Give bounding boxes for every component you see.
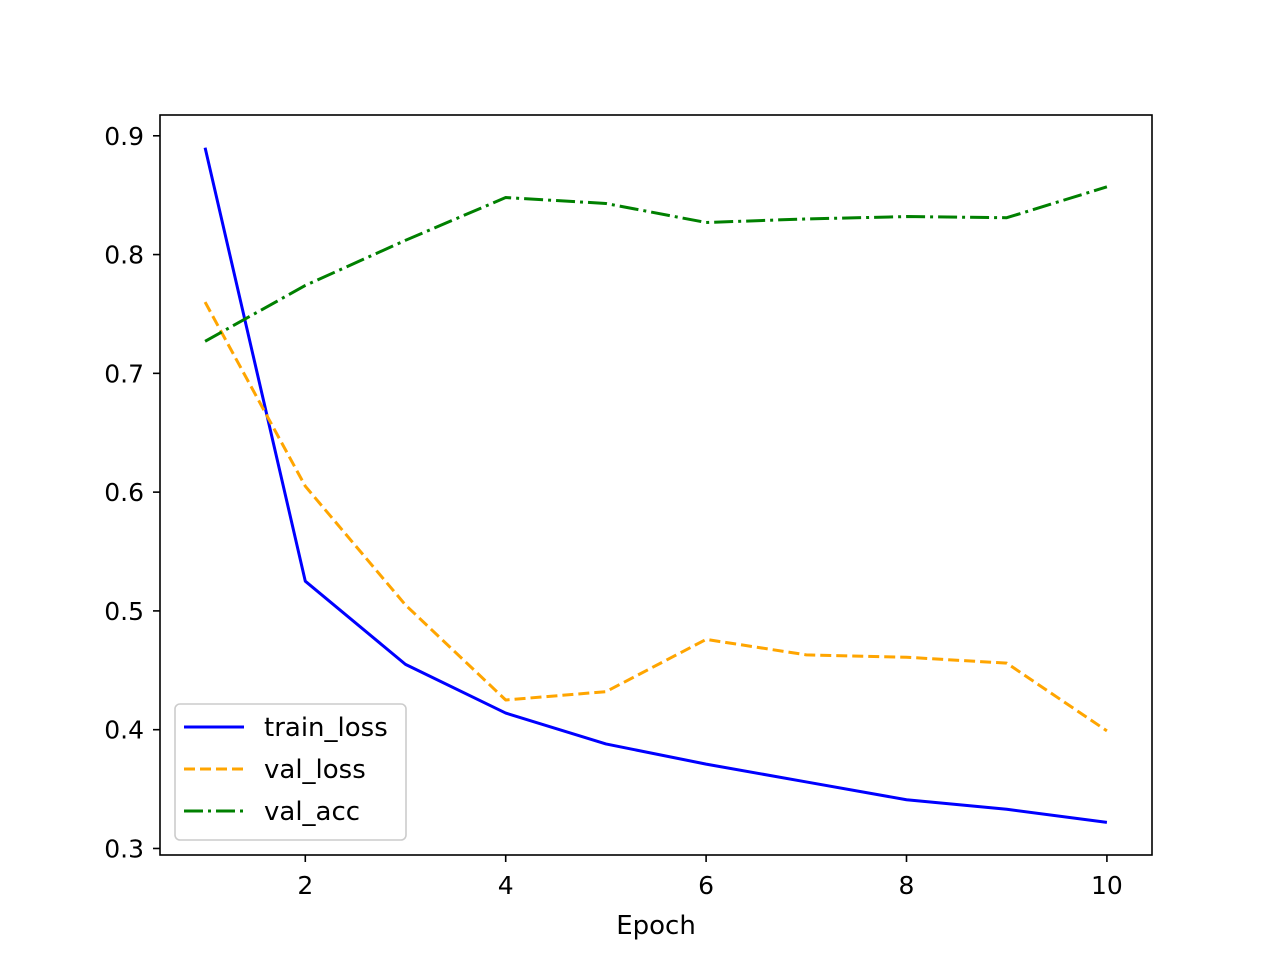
data-point-train-loss xyxy=(603,741,609,747)
legend: train_loss val_loss val_acc xyxy=(174,703,407,841)
plot-frame xyxy=(159,114,1153,856)
data-point-val-loss xyxy=(1004,660,1010,666)
legend-entry-train-loss: train_loss xyxy=(184,713,388,743)
data-point-val-loss xyxy=(302,483,308,489)
x-axis-label: Epoch xyxy=(616,911,696,941)
data-point-val-loss xyxy=(603,689,609,695)
data-point-val-acc xyxy=(703,220,709,226)
legend-label-val-loss: val_loss xyxy=(264,755,366,785)
data-point-train-loss xyxy=(402,661,408,667)
y-tick-label: 0.3 xyxy=(104,834,144,863)
data-point-val-acc xyxy=(402,237,408,243)
data-point-val-acc xyxy=(803,216,809,222)
series-line-train-loss xyxy=(203,147,1108,824)
data-point-val-acc xyxy=(503,195,509,201)
data-point-val-loss xyxy=(503,697,509,703)
legend-box xyxy=(174,703,407,841)
y-tick-label: 0.8 xyxy=(104,241,144,270)
data-point-val-acc xyxy=(1004,215,1010,221)
data-point-val-loss xyxy=(1104,728,1110,734)
data-point-train-loss xyxy=(1004,806,1010,812)
data-point-val-loss xyxy=(703,636,709,642)
data-point-train-loss xyxy=(302,578,308,584)
data-point-train-loss xyxy=(803,779,809,785)
legend-entry-val-loss: val_loss xyxy=(184,755,366,785)
y-tick-label: 0.9 xyxy=(104,122,144,151)
series-layer xyxy=(202,145,1110,825)
data-point-val-loss xyxy=(202,299,208,305)
y-tick-label: 0.7 xyxy=(104,359,144,388)
data-point-train-loss xyxy=(1104,819,1110,825)
legend-entry-val-acc: val_acc xyxy=(184,797,360,827)
y-axis: 0.3 0.4 0.5 0.6 0.7 0.8 0.9 xyxy=(104,122,160,863)
x-tick-label: 8 xyxy=(899,871,915,900)
y-tick-label: 0.5 xyxy=(104,597,144,626)
x-tick-label: 10 xyxy=(1091,871,1123,900)
data-point-val-loss xyxy=(904,654,910,660)
series-line-val-acc xyxy=(204,185,1108,343)
data-point-val-acc xyxy=(202,338,208,344)
x-tick-label: 2 xyxy=(297,871,313,900)
data-point-val-loss xyxy=(402,602,408,608)
data-point-val-loss xyxy=(803,652,809,658)
x-axis: 2 4 6 8 10 xyxy=(297,855,1123,900)
data-point-train-loss xyxy=(904,797,910,803)
data-point-train-loss xyxy=(703,761,709,767)
legend-label-val-acc: val_acc xyxy=(264,797,360,827)
y-tick-label: 0.4 xyxy=(104,716,144,745)
data-point-train-loss xyxy=(202,145,208,151)
data-point-val-acc xyxy=(904,214,910,220)
data-point-train-loss xyxy=(503,710,509,716)
x-tick-label: 4 xyxy=(498,871,514,900)
x-tick-label: 6 xyxy=(698,871,714,900)
data-point-val-acc xyxy=(302,282,308,288)
y-tick-label: 0.6 xyxy=(104,478,144,507)
legend-label-train-loss: train_loss xyxy=(264,713,388,743)
series-line-val-loss xyxy=(203,301,1108,733)
data-point-val-acc xyxy=(603,200,609,206)
data-point-val-acc xyxy=(1104,184,1110,190)
